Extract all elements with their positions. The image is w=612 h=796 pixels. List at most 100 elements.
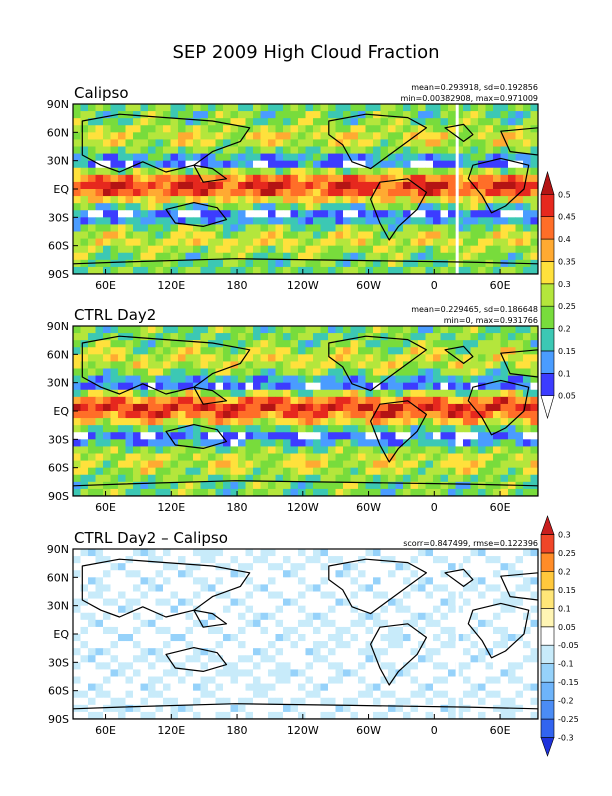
y-tick-label: 30N xyxy=(47,155,69,168)
colorbar-label: -0.15 xyxy=(558,678,579,687)
coastline xyxy=(444,345,474,364)
colorbar-label: 0.2 xyxy=(558,567,571,576)
x-tick-label: 180 xyxy=(227,279,248,292)
y-tick-label: 90N xyxy=(47,320,69,333)
figure-title: SEP 2009 High Cloud Fraction xyxy=(173,42,440,63)
coastline xyxy=(328,335,427,392)
panel-stats: min=0, max=0.931766 xyxy=(444,316,538,325)
coastline xyxy=(193,609,228,628)
y-tick-label: 90S xyxy=(48,490,69,503)
coastlines xyxy=(73,335,538,496)
panel-stats: min=0.00382908, max=0.971009 xyxy=(400,94,538,103)
coastline xyxy=(193,164,228,183)
coastline xyxy=(467,379,530,436)
colorbar-swatch xyxy=(540,552,555,572)
y-tick-label: 30N xyxy=(47,377,69,390)
y-tick-label: 60N xyxy=(47,571,69,584)
x-tick-label: 60E xyxy=(95,279,116,292)
colorbar-swatch xyxy=(540,626,555,646)
coastline xyxy=(165,424,228,449)
map-field xyxy=(73,549,538,719)
coastline xyxy=(370,400,427,463)
coastline xyxy=(328,113,427,170)
panel-title: CTRL Day2 – Calipso xyxy=(74,529,228,547)
coastline xyxy=(500,349,538,378)
y-tick-label: 30S xyxy=(48,656,69,669)
colorbar-label: -0.05 xyxy=(558,641,579,650)
colorbar-label: 0.5 xyxy=(558,190,571,199)
colorbar-swatch xyxy=(540,170,555,195)
panels: Calipso mean=0.293918, sd=0.192856 min=0.0… xyxy=(47,83,539,737)
x-tick-label: 180 xyxy=(227,501,248,514)
map-panel: CTRL Day2 – Calipso scorr=0.847499, rmse=… xyxy=(47,529,539,737)
x-tick-label: 60W xyxy=(356,724,381,737)
colorbar-label: 0.1 xyxy=(558,604,571,613)
x-tick-label: 0 xyxy=(431,501,438,514)
colorbar-swatch xyxy=(540,663,555,683)
coastlines xyxy=(73,113,538,274)
panel-stats: mean=0.229465, sd=0.186648 xyxy=(411,305,538,314)
colorbar-swatch xyxy=(540,534,555,554)
colorbar-swatch xyxy=(540,608,555,628)
colorbar-swatch xyxy=(540,194,555,218)
coastlines xyxy=(73,558,538,719)
x-tick-label: 60E xyxy=(95,724,116,737)
colorbar-swatch xyxy=(540,718,555,738)
colorbar-label: 0.35 xyxy=(558,257,576,266)
coastline xyxy=(500,572,538,601)
colorbar-field: 0.05 0.1 0.15 0.2 0.25 0.3 0.35 0.4 0.45 0.5 xyxy=(540,170,576,420)
coastline xyxy=(73,480,538,496)
coastline xyxy=(500,127,538,156)
coastline xyxy=(81,113,251,173)
y-tick-label: EQ xyxy=(53,628,69,641)
colorbar-label: 0.3 xyxy=(558,280,571,289)
colorbar-label: 0.1 xyxy=(558,369,571,378)
y-tick-label: 60N xyxy=(47,348,69,361)
colorbar-swatch xyxy=(540,515,555,535)
missing-data-strip xyxy=(455,104,459,274)
colorbar-label: 0.15 xyxy=(558,347,576,356)
panel-title: CTRL Day2 xyxy=(74,306,156,324)
coastline xyxy=(165,202,228,227)
colorbar-swatch xyxy=(540,700,555,720)
colorbar-label: 0.25 xyxy=(558,302,576,311)
coastline xyxy=(193,386,228,405)
coastline xyxy=(81,335,251,395)
colorbar-label: -0.25 xyxy=(558,715,579,724)
coastline xyxy=(73,703,538,719)
colorbar-label: 0.45 xyxy=(558,213,576,222)
y-tick-label: EQ xyxy=(53,405,69,418)
x-tick-label: 120W xyxy=(287,724,319,737)
x-tick-label: 180 xyxy=(227,724,248,737)
y-tick-label: 30N xyxy=(47,600,69,613)
colorbar-label: 0.05 xyxy=(558,392,576,401)
colorbar-label: 0.05 xyxy=(558,623,576,632)
colorbar-swatch xyxy=(540,395,555,420)
coastline xyxy=(165,646,228,673)
colorbar-swatch xyxy=(540,261,555,285)
y-tick-label: 90S xyxy=(48,713,69,726)
x-tick-label: 60W xyxy=(356,501,381,514)
x-tick-label: 60W xyxy=(356,279,381,292)
colorbar-swatch xyxy=(540,283,555,307)
panel-stats: mean=0.293918, sd=0.192856 xyxy=(411,83,538,92)
colorbar-swatch xyxy=(540,737,555,757)
colorbar-label: -0.3 xyxy=(558,734,574,743)
colorbar-label: 0.3 xyxy=(558,530,571,539)
x-tick-label: 120E xyxy=(157,279,185,292)
y-tick-label: 90N xyxy=(47,543,69,556)
colorbar-swatch xyxy=(540,216,555,240)
x-tick-label: 60E xyxy=(490,724,511,737)
x-tick-label: 120W xyxy=(287,279,319,292)
colorbar-swatch xyxy=(540,305,555,329)
y-tick-label: EQ xyxy=(53,183,69,196)
colorbar-label: -0.1 xyxy=(558,660,574,669)
colorbar-swatch xyxy=(540,238,555,262)
colorbar-swatch xyxy=(540,328,555,352)
x-tick-label: 0 xyxy=(431,724,438,737)
x-tick-label: 60E xyxy=(95,501,116,514)
coastline xyxy=(328,558,427,615)
y-tick-label: 30S xyxy=(48,433,69,446)
